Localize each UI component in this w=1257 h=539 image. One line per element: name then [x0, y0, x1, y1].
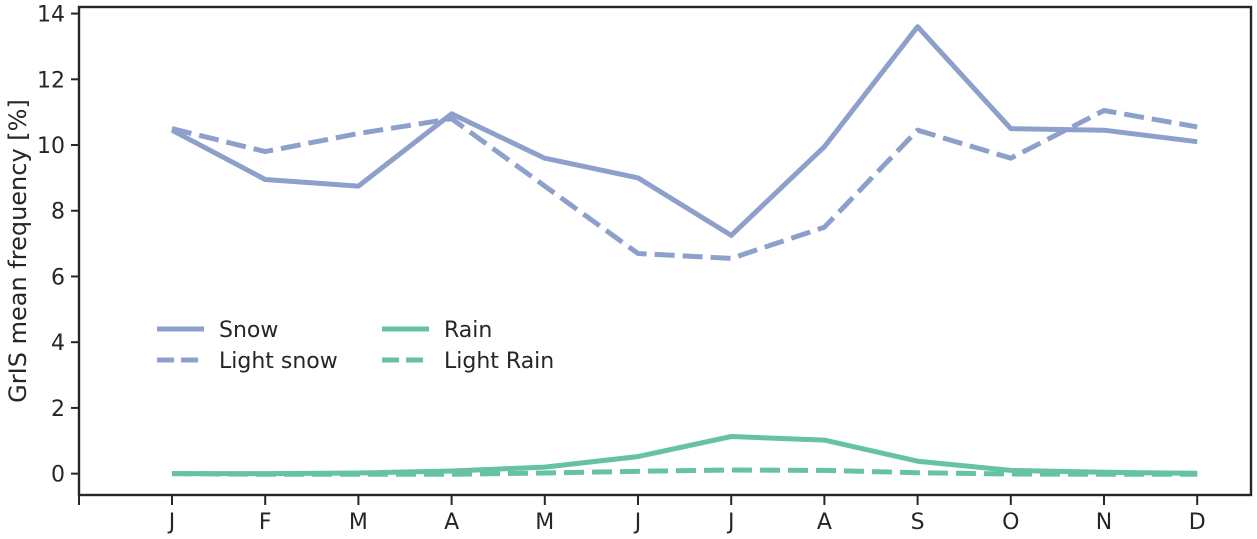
plot-frame — [77, 5, 1253, 497]
x-tick-label: M — [349, 510, 368, 535]
legend: Snow Light snow Rain Light Rain — [157, 318, 554, 374]
series-line-snow — [170, 24, 1198, 238]
series-lines — [170, 24, 1198, 477]
y-tick-label: 0 — [51, 463, 65, 488]
y-tick-label: 6 — [51, 265, 65, 290]
series-line-rain — [172, 434, 1198, 477]
series-line-light-snow — [171, 108, 1198, 261]
x-tick-label: O — [1002, 510, 1019, 535]
x-tick-label: M — [535, 510, 554, 535]
x-tick-label: A — [817, 510, 832, 535]
y-tick-label: 2 — [51, 397, 65, 422]
x-tick-label: A — [444, 510, 459, 535]
x-tick-label: D — [1189, 510, 1206, 535]
series-line-light-rain — [171, 467, 1198, 477]
y-axis-label: GrIS mean frequency [%] — [4, 99, 32, 403]
x-tick-label: J — [726, 510, 735, 535]
x-tick-label: N — [1096, 510, 1112, 535]
y-tick-label: 12 — [37, 68, 65, 93]
y-tick-label: 10 — [37, 134, 65, 159]
x-tick-label: J — [633, 510, 642, 535]
x-tick-label: S — [911, 510, 925, 535]
legend-label-light-snow: Light snow — [219, 349, 338, 374]
y-tick-label: 4 — [51, 331, 65, 356]
x-tick-label: F — [259, 510, 272, 535]
legend-label-snow: Snow — [219, 318, 278, 343]
y-tick-label: 14 — [37, 3, 65, 28]
y-tick-label: 8 — [51, 200, 65, 225]
legend-label-light-rain: Light Rain — [444, 349, 554, 374]
axes: 0 2 4 6 8 10 12 14 J F M A M J J A S O N D GrIS mean frequen… — [4, 3, 1253, 535]
x-tick-label: J — [167, 510, 176, 535]
legend-label-rain: Rain — [444, 318, 492, 343]
